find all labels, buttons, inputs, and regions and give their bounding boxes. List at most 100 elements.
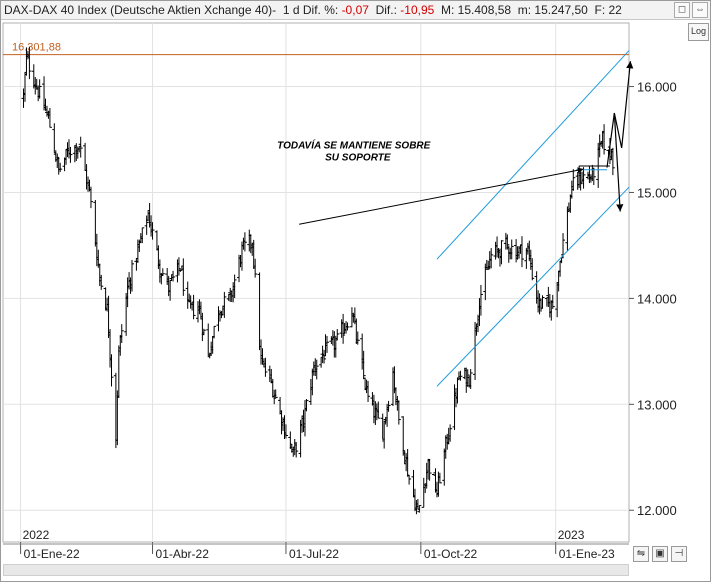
projection-up-path (606, 61, 634, 168)
y-tick-label: 15.000 (637, 185, 677, 200)
channel-lower-line (436, 186, 630, 387)
dif-value: -10,95 (400, 3, 435, 17)
ohlc-bar (407, 474, 412, 485)
ohlc-bar (171, 270, 176, 282)
ohlc-bar (448, 424, 453, 442)
f-label: F: (594, 3, 606, 17)
ohlc-bar (37, 79, 42, 99)
save-icon[interactable]: ▣ (652, 546, 668, 562)
chart-header: DAX - DAX 40 Index (Deutsche Aktien Xcha… (1, 1, 710, 20)
ohlc-bar (314, 359, 319, 380)
ohlc-bar (505, 234, 510, 250)
bottom-controls: ⇋ ▣ ⊣ (633, 546, 687, 562)
ohlc-bar (519, 236, 524, 268)
ohlc-bar (341, 313, 346, 344)
ohlc-bar (417, 505, 422, 513)
f-value: 22 (608, 3, 622, 17)
projection-down-path (613, 112, 624, 212)
ohlc-bar (610, 147, 615, 176)
ohlc-bar (88, 186, 93, 209)
annotation-text: SU SOPORTE (325, 153, 391, 164)
plot-area (2, 22, 630, 543)
year-label: 2022 (23, 528, 50, 542)
ohlc-bar (144, 215, 149, 235)
ohlc-bar (396, 400, 401, 425)
ohlc-bar (455, 377, 460, 404)
ohlc-bar (591, 167, 596, 186)
timeframe-label[interactable]: 1 d (282, 3, 300, 17)
index-name: DAX 40 Index (Deutsche Aktien Xchange 40… (32, 3, 273, 17)
ohlc-bar (222, 291, 227, 318)
ohlc-bar (201, 328, 206, 336)
window-controls: ◻ ⇔ (674, 2, 708, 18)
y-tick-label: 16.000 (637, 80, 677, 95)
symbol-label: DAX (4, 3, 29, 17)
ohlc-bar (565, 206, 570, 251)
header-separator: - (272, 3, 277, 17)
ohlc-bar (561, 233, 566, 258)
annotation-text: TODAVÍA SE MANTIENE SOBRE (277, 139, 430, 152)
ohlc-bar (140, 227, 145, 244)
ohlc-bar (263, 357, 268, 377)
x-tick-label: 01-Oct-22 (424, 547, 478, 561)
ohlc-bar (181, 258, 186, 296)
min-label: m: (517, 3, 532, 17)
ohlc-bar (366, 380, 371, 402)
ohlc-bar (550, 294, 555, 309)
ohlc-bar (27, 46, 32, 80)
ohlc-bar (335, 329, 340, 341)
ohlc-bar (176, 257, 181, 276)
y-tick-label: 12.000 (637, 503, 677, 518)
ohlc-bar (212, 325, 217, 339)
annotation-arrow (299, 167, 584, 225)
ohlc-bar (58, 162, 63, 173)
ohlc-bar (324, 335, 329, 353)
ohlc-bar (509, 239, 514, 260)
ohlc-bar (386, 400, 391, 412)
ohlc-bar (427, 459, 432, 481)
ohlc-bar (530, 258, 535, 281)
resize-icon[interactable]: ⇔ (692, 2, 708, 18)
y-tick-label: 14.000 (637, 291, 677, 306)
ohlc-bar (168, 279, 173, 301)
ohlc-bar (68, 146, 73, 163)
x-tick-label: 01-Ene-23 (559, 547, 615, 561)
ohlc-bar (468, 369, 473, 389)
restore-icon[interactable]: ◻ (674, 2, 690, 18)
min-value: 15.247,50 (534, 3, 588, 17)
log-scale-button[interactable]: Log (688, 23, 709, 41)
ohlc-bar (242, 232, 247, 252)
x-tick-label: 01-Ene-22 (24, 547, 80, 561)
ohlc-bar (581, 167, 586, 189)
ohlc-bars (21, 46, 615, 515)
ohlc-bar (499, 240, 504, 265)
compress-icon[interactable]: ⇋ (633, 546, 649, 562)
ohlc-bar (478, 284, 483, 316)
ohlc-bar (355, 331, 360, 345)
dif-pct-value: -0,07 (341, 3, 369, 17)
horizontal-scrollbar[interactable] (3, 564, 629, 576)
ohlc-bar (99, 274, 104, 290)
ohlc-bar (540, 295, 545, 309)
ohlc-bar (283, 424, 288, 439)
ohlc-bar (304, 399, 309, 412)
ohlc-bar (273, 389, 278, 399)
price-chart: 12.000 13.000 14.000 15.000 16.000 01-Ene-22 0… (2, 22, 677, 561)
max-label: M: (440, 3, 455, 17)
ohlc-bar (489, 248, 494, 269)
y-tick-label: 13.000 (637, 397, 677, 412)
ohlc-bar (119, 324, 124, 344)
ohlc-bar (78, 136, 83, 158)
ohlc-bar (130, 259, 135, 292)
ohlc-bar (160, 268, 165, 276)
ohlc-bar (602, 124, 607, 155)
header-separator: - (28, 3, 33, 17)
ohlc-bar (294, 442, 299, 458)
dif-label: Dif.: (375, 3, 397, 17)
max-value: 15.408,58 (457, 3, 512, 17)
ohlc-bar (559, 257, 564, 264)
ohlc-bar (47, 108, 52, 128)
ohlc-bar (322, 349, 327, 364)
pin-icon[interactable]: ⊣ (671, 546, 687, 562)
ohlc-bar (150, 222, 155, 240)
